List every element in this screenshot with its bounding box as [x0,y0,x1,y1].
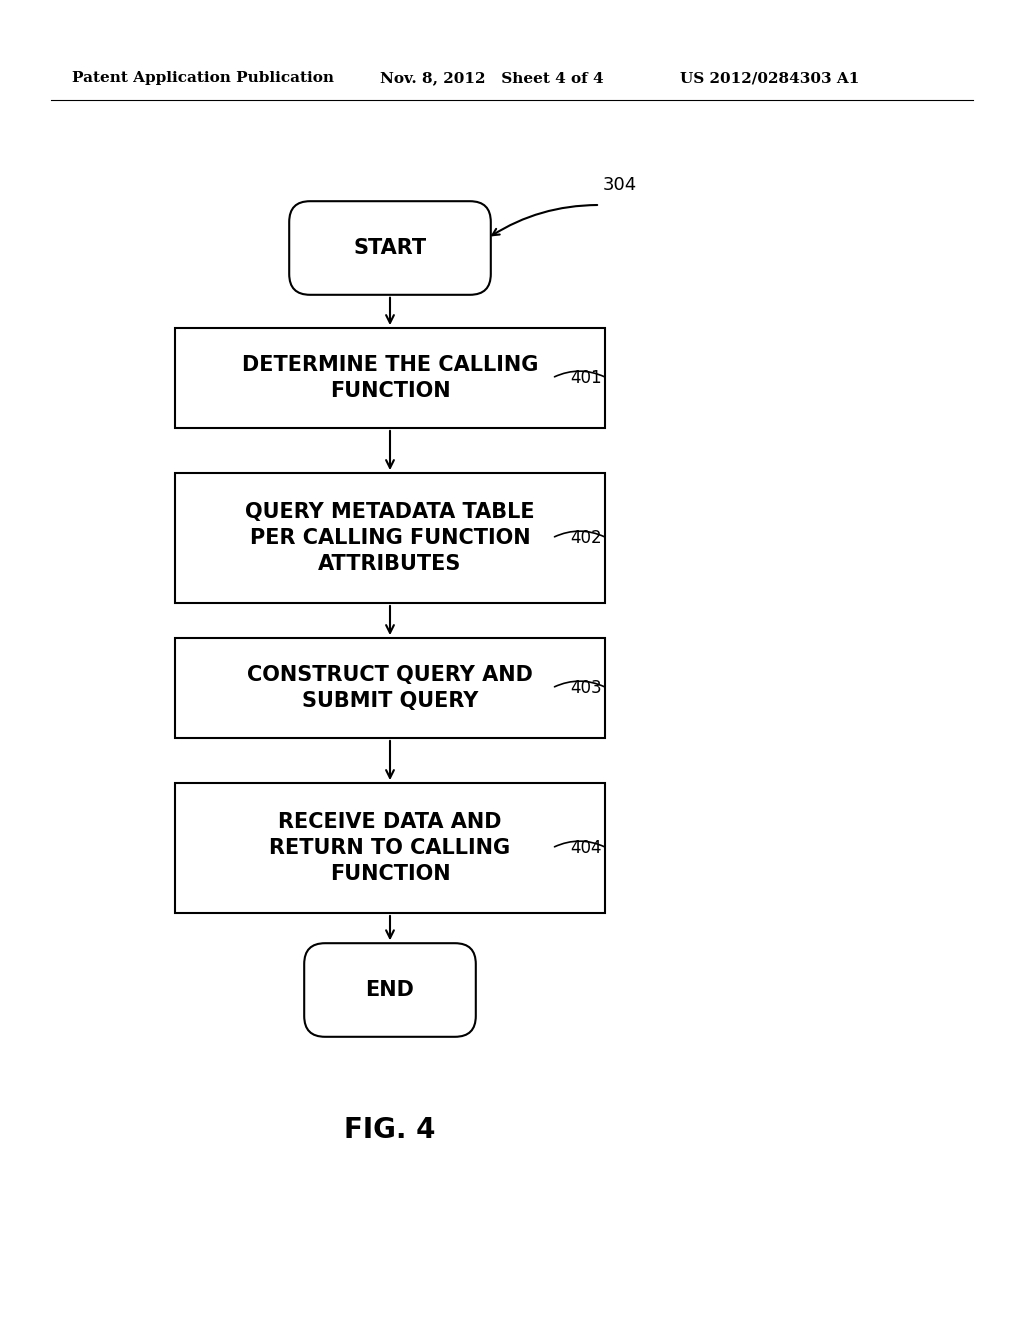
Text: Nov. 8, 2012   Sheet 4 of 4: Nov. 8, 2012 Sheet 4 of 4 [380,71,603,84]
Text: 304: 304 [603,176,637,194]
Text: 404: 404 [570,840,601,857]
FancyBboxPatch shape [289,201,490,294]
Bar [175,327,605,428]
Text: Patent Application Publication: Patent Application Publication [72,71,334,84]
Bar [175,783,605,913]
Text: RECEIVE DATA AND
RETURN TO CALLING
FUNCTION: RECEIVE DATA AND RETURN TO CALLING FUNCT… [269,812,511,884]
Text: US 2012/0284303 A1: US 2012/0284303 A1 [680,71,859,84]
Text: QUERY METADATA TABLE
PER CALLING FUNCTION
ATTRIBUTES: QUERY METADATA TABLE PER CALLING FUNCTIO… [245,502,535,574]
FancyBboxPatch shape [304,944,476,1036]
Text: FIG. 4: FIG. 4 [344,1115,436,1144]
Text: START: START [353,238,427,257]
Text: 403: 403 [570,678,602,697]
Text: 402: 402 [570,529,602,546]
Text: END: END [366,979,415,1001]
Text: 401: 401 [570,370,602,387]
Text: CONSTRUCT QUERY AND
SUBMIT QUERY: CONSTRUCT QUERY AND SUBMIT QUERY [247,665,532,711]
Text: DETERMINE THE CALLING
FUNCTION: DETERMINE THE CALLING FUNCTION [242,355,539,401]
Bar [175,638,605,738]
Bar [175,473,605,603]
